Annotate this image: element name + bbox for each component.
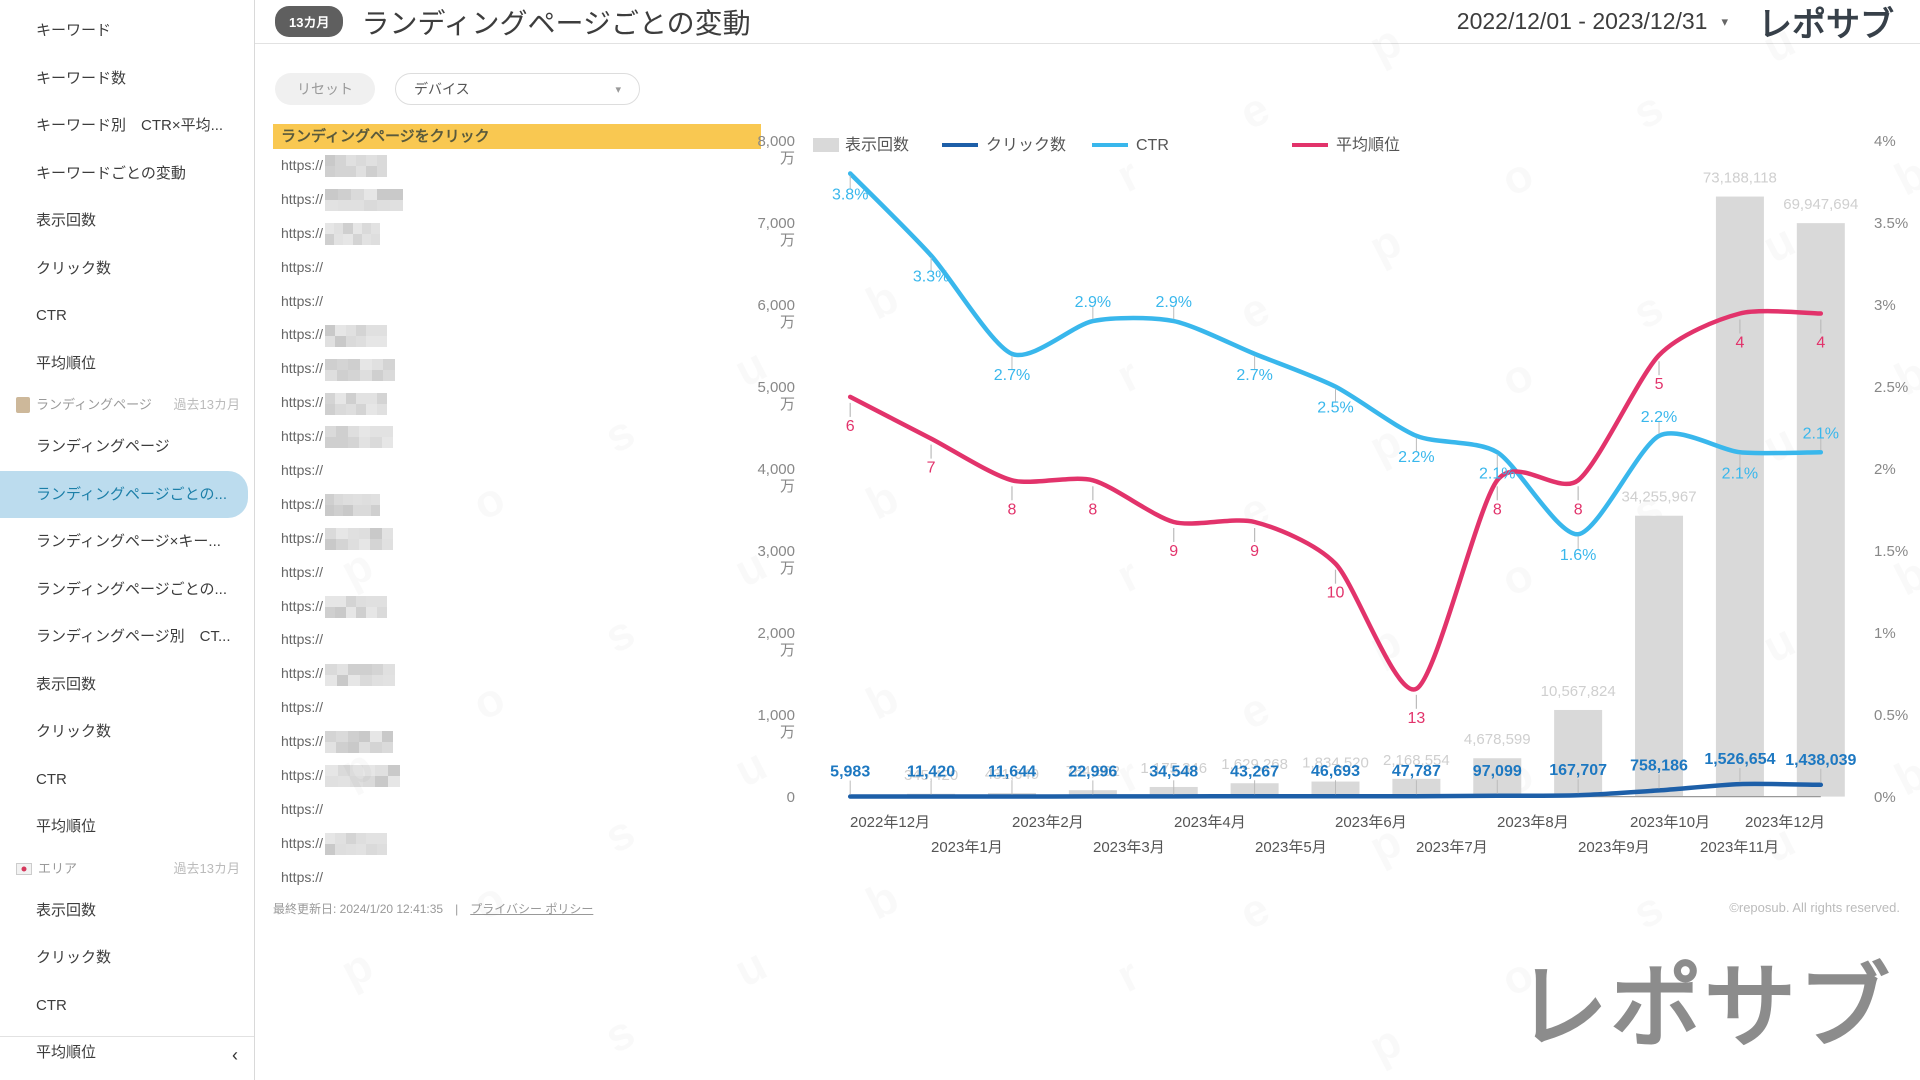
svg-text:0: 0 bbox=[787, 789, 795, 806]
svg-text:万: 万 bbox=[780, 396, 795, 413]
svg-text:2023年8月: 2023年8月 bbox=[1497, 814, 1569, 831]
svg-text:1%: 1% bbox=[1874, 625, 1896, 642]
svg-text:2.7%: 2.7% bbox=[994, 367, 1030, 384]
svg-text:2023年12月: 2023年12月 bbox=[1745, 814, 1825, 831]
svg-text:クリック数: クリック数 bbox=[986, 136, 1066, 154]
svg-text:8,000: 8,000 bbox=[757, 133, 795, 150]
svg-text:6,000: 6,000 bbox=[757, 297, 795, 314]
svg-text:758,186: 758,186 bbox=[1630, 757, 1688, 774]
svg-text:2.9%: 2.9% bbox=[1075, 294, 1111, 311]
svg-text:2023年3月: 2023年3月 bbox=[1093, 839, 1165, 856]
svg-text:4,678,599: 4,678,599 bbox=[1464, 731, 1531, 748]
svg-text:2.1%: 2.1% bbox=[1479, 465, 1515, 482]
svg-text:43,267: 43,267 bbox=[1230, 763, 1279, 780]
svg-text:9: 9 bbox=[1250, 543, 1259, 560]
svg-text:CTR: CTR bbox=[1136, 137, 1169, 154]
svg-text:47,787: 47,787 bbox=[1392, 763, 1441, 780]
svg-text:3.5%: 3.5% bbox=[1874, 215, 1908, 232]
svg-text:万: 万 bbox=[780, 724, 795, 741]
svg-text:2.2%: 2.2% bbox=[1398, 449, 1434, 466]
svg-text:8: 8 bbox=[1493, 501, 1502, 518]
svg-text:13: 13 bbox=[1407, 710, 1425, 727]
svg-text:0.5%: 0.5% bbox=[1874, 707, 1908, 724]
svg-text:3%: 3% bbox=[1874, 297, 1896, 314]
svg-text:2023年2月: 2023年2月 bbox=[1012, 814, 1084, 831]
svg-text:2.9%: 2.9% bbox=[1155, 294, 1191, 311]
svg-text:10,567,824: 10,567,824 bbox=[1541, 683, 1616, 700]
svg-text:2.7%: 2.7% bbox=[1236, 367, 1272, 384]
svg-text:4: 4 bbox=[1735, 335, 1744, 352]
svg-text:6: 6 bbox=[846, 418, 855, 435]
svg-text:2023年10月: 2023年10月 bbox=[1630, 814, 1710, 831]
svg-text:1,526,654: 1,526,654 bbox=[1704, 751, 1775, 768]
svg-text:万: 万 bbox=[780, 150, 795, 167]
svg-text:9: 9 bbox=[1169, 543, 1178, 560]
svg-text:2023年6月: 2023年6月 bbox=[1335, 814, 1407, 831]
svg-text:7: 7 bbox=[927, 460, 936, 477]
svg-text:2.5%: 2.5% bbox=[1317, 400, 1353, 417]
svg-text:46,693: 46,693 bbox=[1311, 763, 1360, 780]
svg-text:5: 5 bbox=[1655, 376, 1664, 393]
svg-text:2.1%: 2.1% bbox=[1803, 425, 1839, 442]
svg-text:2.1%: 2.1% bbox=[1722, 465, 1758, 482]
svg-text:2%: 2% bbox=[1874, 461, 1896, 478]
svg-text:8: 8 bbox=[1008, 501, 1017, 518]
svg-text:3.3%: 3.3% bbox=[913, 268, 949, 285]
svg-text:1.5%: 1.5% bbox=[1874, 543, 1908, 560]
svg-text:1.6%: 1.6% bbox=[1560, 547, 1596, 564]
svg-text:3.8%: 3.8% bbox=[832, 187, 868, 204]
svg-text:69,947,694: 69,947,694 bbox=[1783, 196, 1858, 213]
svg-text:0%: 0% bbox=[1874, 789, 1896, 806]
svg-text:2.2%: 2.2% bbox=[1641, 409, 1677, 426]
svg-text:2,000: 2,000 bbox=[757, 625, 795, 642]
svg-text:2022年12月: 2022年12月 bbox=[850, 814, 930, 831]
svg-text:8: 8 bbox=[1574, 501, 1583, 518]
svg-text:万: 万 bbox=[780, 642, 795, 659]
svg-text:万: 万 bbox=[780, 314, 795, 331]
svg-text:表示回数: 表示回数 bbox=[845, 136, 909, 154]
svg-text:11,644: 11,644 bbox=[988, 764, 1036, 781]
svg-text:1,000: 1,000 bbox=[757, 707, 795, 724]
svg-text:平均順位: 平均順位 bbox=[1336, 136, 1400, 154]
svg-text:2023年9月: 2023年9月 bbox=[1578, 839, 1650, 856]
svg-text:3,000: 3,000 bbox=[757, 543, 795, 560]
svg-text:2.5%: 2.5% bbox=[1874, 379, 1908, 396]
svg-text:4,000: 4,000 bbox=[757, 461, 795, 478]
svg-text:97,099: 97,099 bbox=[1473, 763, 1522, 780]
svg-text:2023年11月: 2023年11月 bbox=[1700, 839, 1779, 856]
svg-text:73,188,118: 73,188,118 bbox=[1703, 170, 1777, 187]
svg-text:万: 万 bbox=[780, 478, 795, 495]
svg-text:2023年1月: 2023年1月 bbox=[931, 839, 1003, 856]
svg-text:10: 10 bbox=[1327, 585, 1345, 602]
svg-text:1,438,039: 1,438,039 bbox=[1785, 752, 1856, 769]
svg-text:2023年7月: 2023年7月 bbox=[1416, 839, 1488, 856]
svg-text:万: 万 bbox=[780, 232, 795, 249]
svg-text:34,255,967: 34,255,967 bbox=[1621, 489, 1696, 506]
svg-text:11,420: 11,420 bbox=[907, 764, 955, 781]
svg-text:2023年5月: 2023年5月 bbox=[1255, 839, 1327, 856]
svg-text:7,000: 7,000 bbox=[757, 215, 795, 232]
svg-text:34,548: 34,548 bbox=[1149, 763, 1198, 780]
svg-text:4%: 4% bbox=[1874, 133, 1896, 150]
svg-text:2023年4月: 2023年4月 bbox=[1174, 814, 1246, 831]
svg-text:万: 万 bbox=[780, 560, 795, 577]
svg-text:5,000: 5,000 bbox=[757, 379, 795, 396]
svg-text:8: 8 bbox=[1088, 501, 1097, 518]
svg-text:22,996: 22,996 bbox=[1068, 763, 1117, 780]
svg-text:5,983: 5,983 bbox=[830, 764, 870, 781]
svg-text:167,707: 167,707 bbox=[1549, 762, 1607, 779]
svg-text:4: 4 bbox=[1816, 335, 1825, 352]
